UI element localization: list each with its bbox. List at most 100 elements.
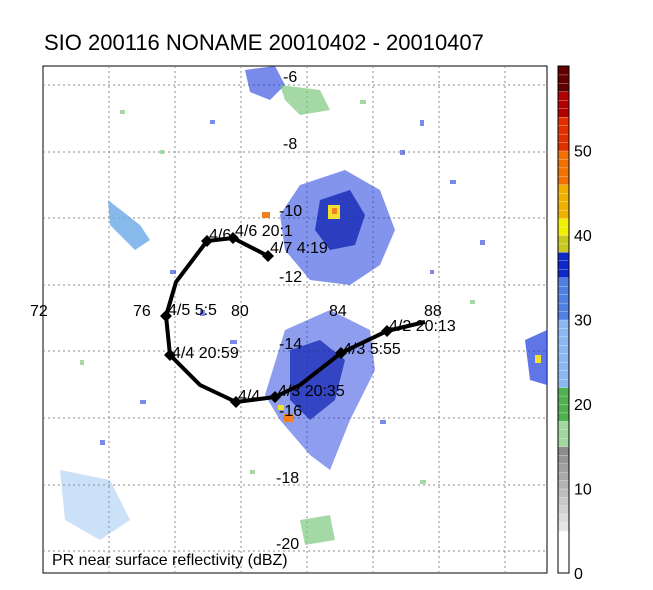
colorbar-segment [557, 141, 570, 152]
colorbar-segment [557, 344, 570, 354]
colorbar-segment [557, 361, 570, 371]
colorbar-tick-label: 20 [574, 397, 592, 414]
storm-track [160, 232, 426, 408]
lat-label: -6 [283, 69, 297, 86]
echo-core [332, 208, 337, 214]
colorbar-segment [557, 260, 570, 270]
colorbar-segment [557, 446, 570, 456]
colorbar-segment [557, 539, 570, 549]
lon-label: 80 [231, 303, 249, 320]
colorbar-segment [557, 192, 570, 202]
colorbar-segment [557, 234, 570, 245]
colorbar-segment [557, 226, 570, 236]
lon-label: 76 [133, 303, 151, 320]
colorbar-segment [557, 268, 570, 278]
colorbar-segment [557, 564, 570, 574]
track-marker [230, 396, 242, 408]
lat-label: -16 [279, 403, 302, 420]
colorbar-segment [557, 277, 570, 287]
lat-label: -10 [279, 203, 302, 220]
colorbar-segment [557, 150, 570, 160]
colorbar-segment [557, 82, 570, 93]
colorbar-tick-label: 40 [574, 228, 592, 245]
colorbar-segment [557, 175, 570, 185]
track-marker [269, 391, 281, 403]
track-marker [381, 325, 393, 337]
echo-core [284, 414, 293, 422]
track-marker [160, 310, 172, 322]
track-marker [262, 250, 274, 262]
colorbar-ticks: 0 10 20 30 40 50 [574, 144, 592, 584]
colorbar-segment [557, 353, 570, 363]
echo-cluster [300, 515, 335, 545]
colorbar [557, 65, 570, 574]
track-marker [201, 235, 213, 247]
track-label: 4/5 5:5 [168, 302, 217, 319]
map-caption: PR near surface reflectivity (dBZ) [52, 552, 288, 569]
colorbar-segment [557, 420, 570, 430]
colorbar-segment [557, 209, 570, 219]
track-marker [164, 349, 176, 361]
colorbar-segment [557, 462, 570, 473]
colorbar-segment [557, 327, 570, 338]
echo-core [535, 355, 541, 363]
map-title: SIO 200116 NONAME 20010402 - 20010407 [44, 30, 484, 55]
colorbar-segment [557, 488, 570, 498]
lat-label: -12 [279, 269, 302, 286]
colorbar-segment [557, 496, 570, 507]
colorbar-segment [557, 471, 570, 481]
colorbar-tick-label: 50 [574, 144, 592, 161]
track-labels: 4/2 20:13 4/3 5:55 4/3 20:35 4/4 4/4 20:… [168, 223, 456, 405]
longitude-labels: 72 76 80 84 88 [30, 303, 442, 320]
track-label: 4/4 [238, 388, 260, 405]
track-label: 4/3 5:55 [343, 341, 401, 358]
colorbar-segment [557, 251, 570, 261]
colorbar-segment [557, 116, 570, 126]
colorbar-segment [557, 91, 570, 101]
colorbar-segment [557, 403, 570, 414]
colorbar-segment [557, 555, 570, 566]
colorbar-segment [557, 522, 570, 532]
colorbar-segment [557, 243, 570, 253]
plot-frame [42, 65, 548, 574]
colorbar-segment [557, 65, 570, 76]
colorbar-segment [557, 293, 570, 304]
colorbar-segment [557, 302, 570, 312]
colorbar-segment [557, 158, 570, 169]
colorbar-segment [557, 133, 570, 143]
colorbar-segment [557, 454, 570, 464]
colorbar-segment [557, 378, 570, 388]
track-label: 4/2 20:13 [389, 318, 456, 335]
colorbar-segment [557, 319, 570, 329]
track-label: 4/3 20:35 [278, 383, 345, 400]
track-marker [335, 347, 347, 359]
colorbar-segment [557, 386, 570, 397]
echo-cluster [108, 200, 150, 250]
lat-label: -20 [276, 536, 299, 553]
colorbar-segment [557, 395, 570, 405]
colorbar-segment [557, 184, 570, 194]
colorbar-tick-label: 0 [574, 566, 583, 583]
lat-label: -18 [276, 470, 299, 487]
colorbar-segment [557, 74, 570, 84]
colorbar-segment [557, 310, 570, 321]
colorbar-segment [557, 285, 570, 295]
lat-label: -14 [279, 336, 302, 353]
colorbar-frame [557, 65, 570, 574]
echo-cluster [60, 470, 130, 540]
rain-echo-layer [60, 66, 547, 545]
colorbar-segment [557, 370, 570, 380]
lon-label: 84 [329, 303, 347, 320]
lat-label: -8 [283, 136, 297, 153]
colorbar-tick-label: 30 [574, 313, 592, 330]
colorbar-segment [557, 547, 570, 557]
echo-core [278, 405, 284, 410]
colorbar-segment [557, 412, 570, 422]
colorbar-segment [557, 336, 570, 346]
echo-core [262, 212, 270, 218]
colorbar-segment [557, 99, 570, 109]
echo-cluster [245, 66, 285, 100]
track-marker [227, 232, 239, 244]
colorbar-segment [557, 429, 570, 439]
